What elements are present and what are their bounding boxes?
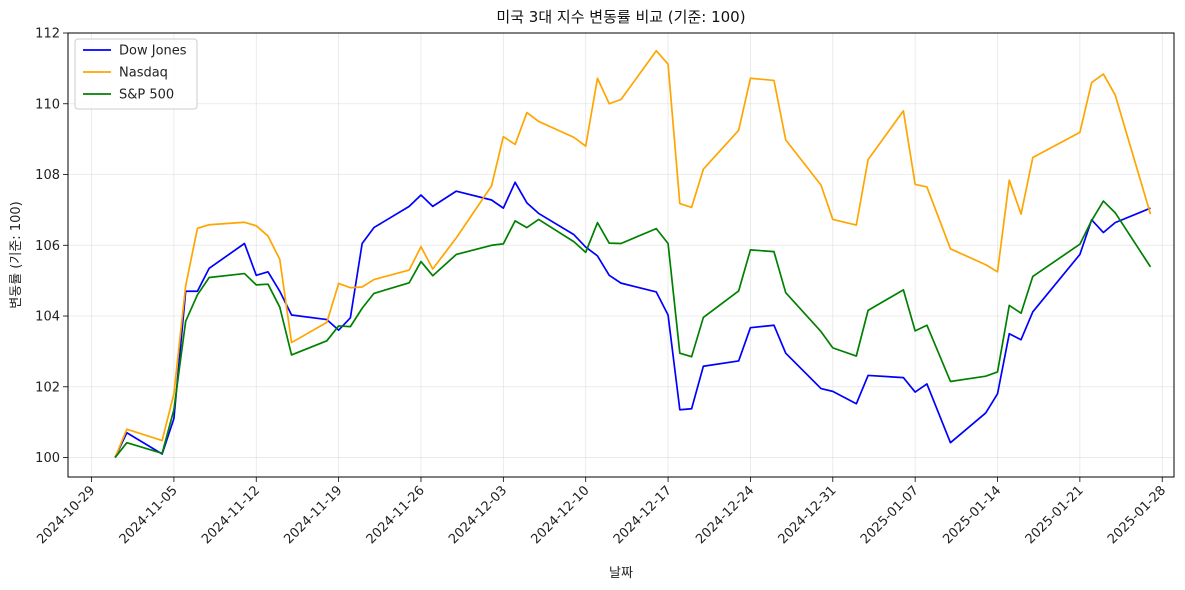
y-tick-label: 112	[35, 27, 60, 42]
y-axis-ticks: 100 102 104 106 108 110 112	[35, 27, 68, 466]
series-lines	[114, 49, 1152, 459]
y-tick-label: 102	[35, 380, 60, 395]
y-tick-label: 100	[35, 451, 60, 466]
series-line-dow-jones	[114, 181, 1151, 458]
y-tick-label: 106	[35, 239, 60, 254]
gridlines	[68, 32, 1174, 477]
plot-frame	[67, 32, 1175, 478]
series-line-s-p-500	[114, 200, 1152, 459]
y-tick-label: 108	[35, 168, 60, 183]
legend-label-nasdaq: Nasdaq	[119, 66, 168, 81]
y-tick-label: 110	[35, 97, 60, 112]
y-tick-label: 104	[35, 310, 60, 325]
legend-box	[74, 38, 198, 110]
legend-label-dow-jones: Dow Jones	[119, 44, 187, 59]
series-line-nasdaq	[114, 49, 1152, 458]
x-axis-label: 날짜	[609, 566, 633, 581]
legend-label-s-p-500: S&P 500	[119, 88, 174, 103]
legend: Dow Jones Nasdaq S&P 500	[74, 38, 198, 110]
chart-title: 미국 3대 지수 변동률 비교 (기준: 100)	[496, 8, 745, 26]
y-axis-label: 변동률 (기준: 100)	[9, 201, 24, 308]
